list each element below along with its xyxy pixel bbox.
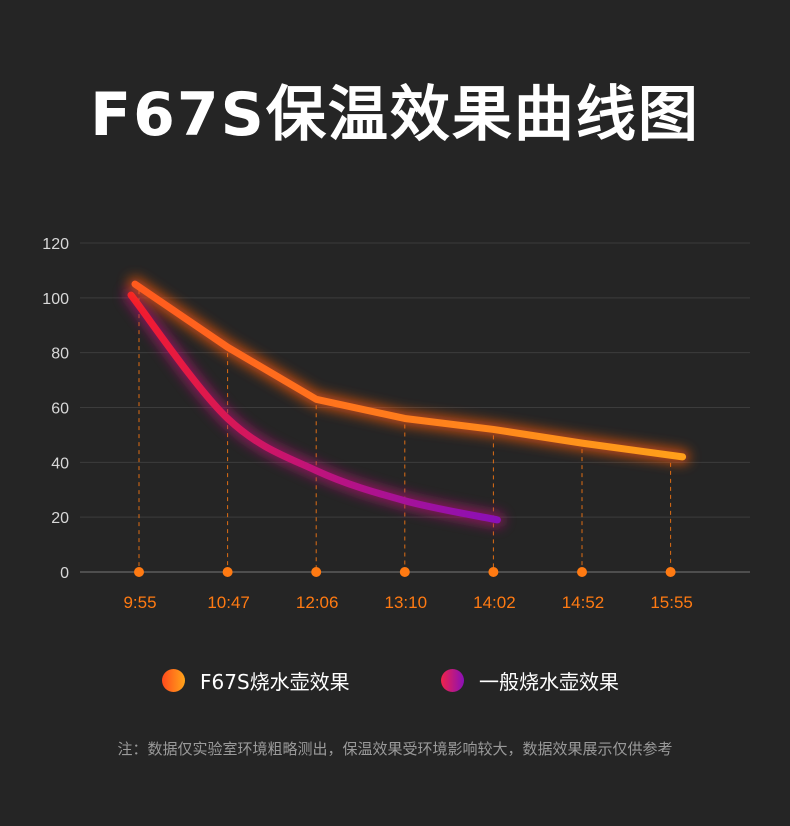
series-line-f67s: [131, 280, 687, 461]
series-line-generic: [127, 291, 501, 524]
x-axis-marker: [311, 567, 322, 577]
x-tick-label: 9:55: [123, 593, 156, 612]
chart-legend: F67S烧水壶效果 一般烧水壶效果: [0, 666, 790, 696]
footnote: 注：数据仅实验室环境粗略测出，保温效果受环境影响较大，数据效果展示仅供参考: [117, 740, 673, 758]
x-tick-label: 14:02: [473, 593, 516, 612]
legend-swatch-purple: [441, 669, 464, 692]
y-tick-label: 40: [51, 455, 69, 472]
y-tick-label: 20: [51, 510, 69, 527]
legend-swatch-orange: [162, 669, 185, 692]
y-tick-label: 80: [51, 346, 69, 363]
legend-label-f67s: F67S烧水壶效果: [200, 670, 350, 694]
x-axis-marker: [665, 567, 676, 577]
x-axis-marker: [488, 567, 499, 577]
x-tick-label: 10:47: [207, 593, 250, 612]
y-tick-label: 120: [42, 236, 69, 253]
x-tick-label: 14:52: [562, 593, 605, 612]
y-tick-label: 60: [51, 401, 69, 418]
x-tick-label: 12:06: [296, 593, 339, 612]
x-axis-marker: [134, 567, 144, 577]
x-axis-marker: [222, 567, 233, 577]
legend-item-f67s: F67S烧水壶效果: [162, 666, 350, 695]
x-tick-label: 13:10: [385, 593, 428, 612]
legend-label-generic: 一般烧水壶效果: [479, 670, 619, 694]
x-axis-marker: [399, 567, 410, 577]
y-tick-label: 100: [42, 291, 69, 308]
series-glow: [128, 277, 690, 464]
chart-title: F67S保温效果曲线图: [90, 80, 700, 150]
y-tick-label: 0: [60, 565, 69, 582]
x-axis-marker: [577, 567, 587, 577]
temperature-chart: 0 20 40 60 80 100 120 9:55 10:47 12:06 13:10 14:02 1…: [42, 236, 750, 612]
legend-item-generic: 一般烧水壶效果: [441, 666, 619, 695]
x-tick-label: 15:55: [650, 593, 693, 612]
